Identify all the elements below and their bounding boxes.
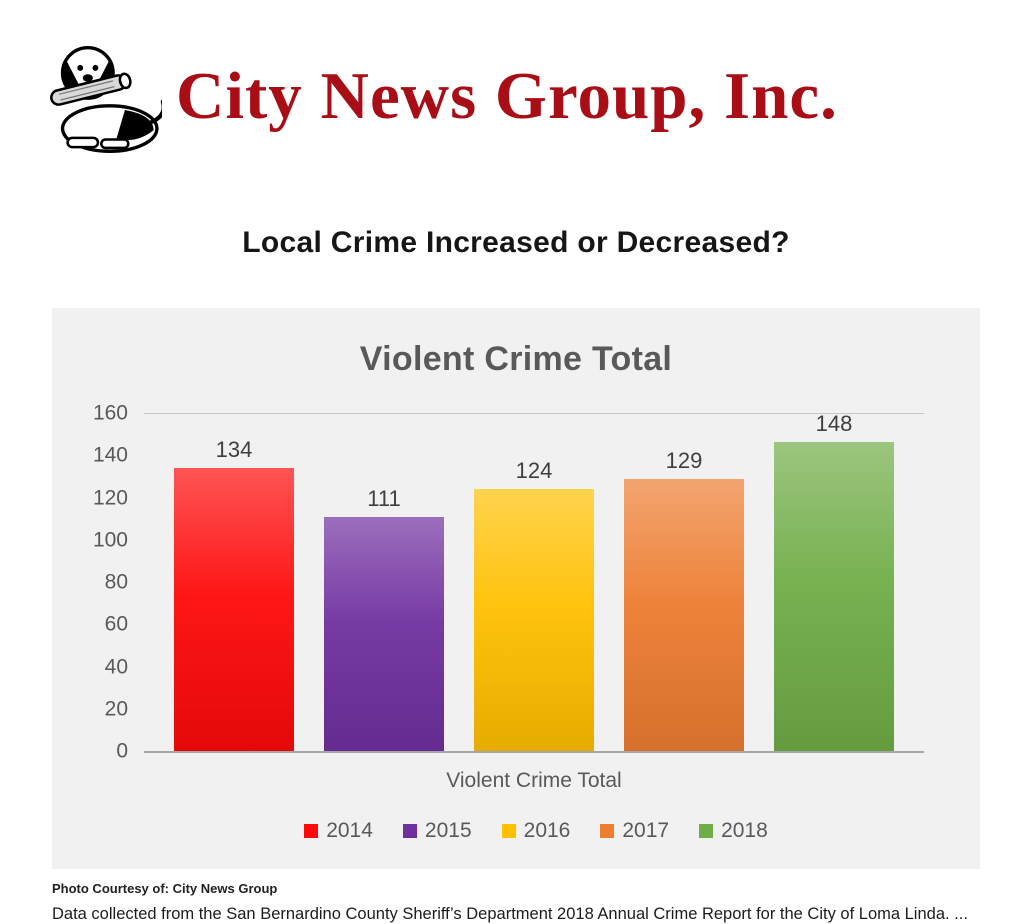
y-tick-label: 120 (92, 486, 128, 509)
bar-2014 (174, 467, 294, 751)
y-tick-label: 0 (116, 739, 128, 763)
bar-2018 (774, 442, 894, 751)
x-axis-label: Violent Crime Total (446, 769, 622, 792)
bar-value-label: 134 (215, 436, 253, 462)
legend-item-2014: 2014 (304, 819, 373, 843)
legend-swatch-icon (501, 824, 516, 838)
y-tick-label: 20 (104, 697, 128, 721)
dog-logo-icon (44, 29, 166, 164)
legend-item-2018: 2018 (699, 819, 768, 843)
bar-value-label: 129 (665, 447, 703, 473)
legend-label: 2018 (721, 819, 768, 842)
article-headline: Local Crime Increased or Decreased? (242, 226, 790, 259)
bar-value-label: 124 (515, 458, 553, 484)
legend-swatch-icon (699, 824, 714, 838)
plot-area: 0 20 40 60 80 100 120 140 160 134 111 124 129 148 (93, 403, 924, 762)
brand-header: City News Group, Inc. (0, 10, 1032, 178)
bar-value-label: 148 (815, 411, 853, 436)
legend-swatch-icon (600, 824, 615, 838)
bar-2015 (324, 516, 444, 751)
legend-swatch-icon (304, 824, 319, 838)
y-tick-label: 60 (104, 612, 128, 636)
y-tick-label: 100 (92, 528, 128, 552)
bar-group-2015: 111 (324, 413, 444, 751)
legend-label: 2014 (326, 819, 373, 842)
bar-value-label: 111 (367, 485, 401, 511)
legend-label: 2016 (523, 819, 571, 842)
legend-item-2017: 2017 (600, 819, 669, 843)
bar-2016 (474, 489, 594, 751)
legend-label: 2015 (424, 819, 472, 842)
bar-group-2017: 129 (624, 413, 744, 751)
bar-group-2018: 148 (774, 413, 894, 751)
photo-credit: Photo Courtesy of: City News Group (52, 881, 278, 896)
y-tick-label: 140 (92, 443, 128, 467)
legend-swatch-icon (402, 824, 417, 838)
gridline-160 (144, 413, 924, 414)
chart-legend: 2014 2015 2016 2017 2018 (112, 819, 960, 843)
bar-group-2016: 124 (474, 413, 594, 751)
chart-title: Violent Crime Total (359, 340, 673, 378)
data-caption: Data collected from the San Bernardino C… (52, 905, 968, 923)
legend-item-2016: 2016 (501, 819, 571, 843)
legend-item-2015: 2015 (402, 819, 472, 843)
bar-group-2014: 134 (174, 413, 294, 751)
bars-container: 134 111 124 129 148 (144, 413, 924, 751)
brand-title: City News Group, Inc. (176, 58, 838, 133)
y-tick-label: 40 (104, 655, 128, 678)
bar-2017 (624, 478, 744, 751)
legend-label: 2017 (622, 819, 670, 842)
chart-panel: Violent Crime Total 0 20 40 60 80 100 120 140 16… (52, 308, 980, 869)
y-tick-label: 80 (104, 570, 128, 594)
y-tick-label: 160 (92, 401, 128, 425)
